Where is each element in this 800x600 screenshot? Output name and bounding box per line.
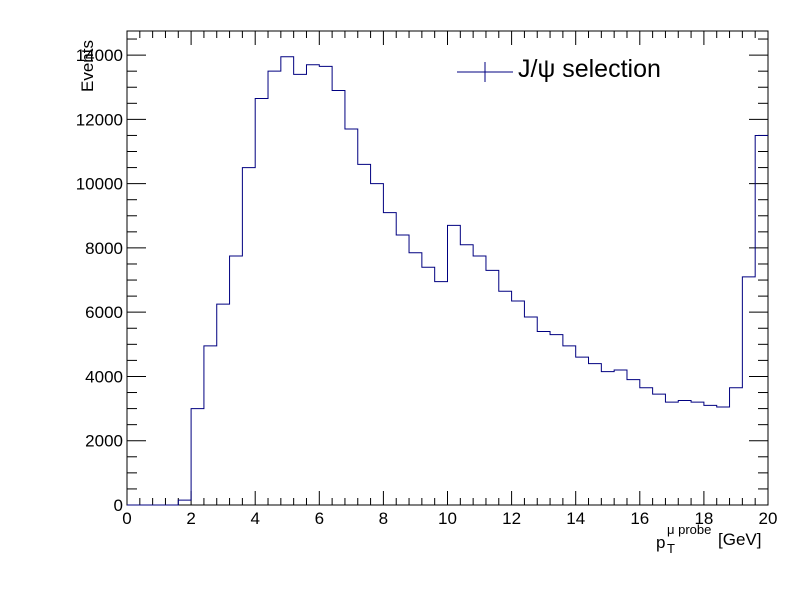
x-tick-label: 4 [250, 509, 259, 528]
x-tick-label: 20 [759, 509, 778, 528]
y-axis-title: Events [78, 40, 97, 92]
axis-ticks [126, 31, 769, 506]
x-tick-label: 18 [694, 509, 713, 528]
x-tick-label: 12 [502, 509, 521, 528]
y-tick-label: 10000 [76, 175, 123, 194]
y-tick-label: 2000 [85, 432, 123, 451]
x-tick-label: 0 [122, 509, 131, 528]
x-axis-title-unit: [GeV] [718, 530, 761, 549]
y-tick-label: 12000 [76, 110, 123, 129]
y-tick-label: 0 [114, 496, 123, 515]
x-tick-label: 8 [379, 509, 388, 528]
x-tick-label: 16 [630, 509, 649, 528]
x-tick-label: 10 [438, 509, 457, 528]
legend: J/ψ selection [457, 55, 661, 83]
x-tick-label: 14 [566, 509, 585, 528]
y-tick-label: 6000 [85, 303, 123, 322]
y-tick-label: 8000 [85, 239, 123, 258]
x-axis-title-sub: T [667, 541, 675, 556]
histogram-series-line [127, 56, 768, 506]
legend-entry: J/ψ selection [518, 55, 661, 83]
x-tick-label: 2 [186, 509, 195, 528]
axis-tick-labels: 0 2 4 6 8 10 12 14 16 18 20 0 2000 4000 6000 8000 10000 1… [76, 46, 778, 528]
x-axis-title-sup: μ probe [667, 522, 711, 537]
y-tick-label: 4000 [85, 367, 123, 386]
x-axis-title-base: p [656, 533, 665, 552]
x-tick-label: 6 [315, 509, 324, 528]
y-tick-label: 14000 [76, 46, 123, 65]
x-axis-title: p T μ probe [GeV] [656, 522, 761, 556]
